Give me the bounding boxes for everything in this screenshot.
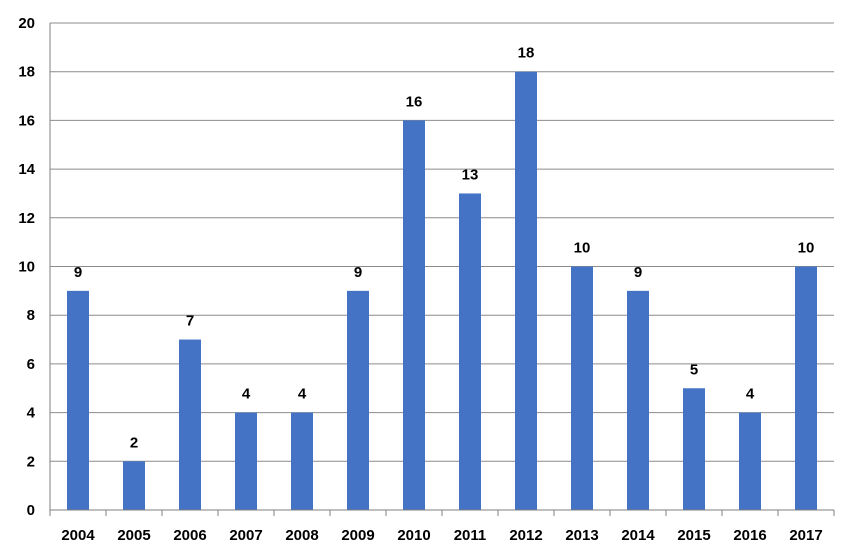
data-label-2005: 2 (130, 434, 138, 451)
bar-2008 (291, 412, 313, 510)
x-tick-label: 2013 (565, 527, 598, 544)
bar-2017 (795, 266, 817, 510)
bar-2005 (123, 461, 145, 510)
bar-2007 (235, 412, 257, 510)
data-label-2009: 9 (354, 264, 362, 281)
data-label-2014: 9 (634, 264, 642, 281)
x-tick-label: 2017 (789, 527, 822, 544)
gridlines (50, 22, 834, 462)
y-tick-label: 14 (18, 161, 35, 178)
bar-2016 (739, 412, 761, 510)
data-label-2013: 10 (574, 240, 591, 257)
y-tick-label: 8 (27, 307, 35, 324)
y-tick-label: 10 (18, 259, 35, 276)
bar-2010 (403, 120, 425, 511)
bar-2011 (459, 193, 481, 510)
y-tick-label: 6 (27, 356, 35, 373)
bar-2015 (683, 388, 705, 510)
data-label-2006: 7 (186, 313, 194, 330)
axes (49, 23, 835, 516)
x-tick-label: 2010 (397, 527, 430, 544)
x-tick-label: 2007 (229, 527, 262, 544)
y-tick-label: 12 (18, 210, 35, 227)
data-label-2004: 9 (74, 264, 82, 281)
bar-2012 (515, 71, 537, 510)
x-tick-label: 2011 (454, 527, 487, 544)
x-tick-label: 2012 (509, 527, 542, 544)
data-label-2015: 5 (690, 361, 698, 378)
data-labels: 9 2 7 4 4 9 16 13 18 10 9 5 4 10 (74, 45, 815, 452)
x-tick-label: 2006 (173, 527, 206, 544)
data-label-2008: 4 (298, 386, 307, 403)
x-tick-label: 2009 (341, 527, 374, 544)
y-tick-label: 16 (18, 112, 35, 129)
x-tick-label: 2016 (733, 527, 766, 544)
bars (67, 71, 817, 511)
bar-2006 (179, 339, 201, 510)
data-label-2017: 10 (798, 240, 815, 257)
x-tick-label: 2014 (621, 527, 655, 544)
data-label-2007: 4 (242, 386, 251, 403)
x-tick-label: 2005 (117, 527, 150, 544)
y-tick-label: 0 (27, 502, 35, 519)
y-tick-label: 18 (18, 64, 35, 81)
data-label-2016: 4 (746, 386, 755, 403)
data-label-2010: 16 (406, 93, 423, 110)
bar-2009 (347, 290, 369, 510)
y-tick-label: 2 (27, 453, 35, 470)
x-tick-label: 2004 (61, 527, 95, 544)
data-label-2011: 13 (462, 166, 479, 183)
data-label-2012: 18 (518, 45, 535, 62)
bar-2004 (67, 290, 89, 510)
x-axis-tick-labels: 2004 2005 2006 2007 2008 2009 2010 2011 2012 2013… (61, 527, 822, 544)
x-tick-label: 2008 (285, 527, 318, 544)
bar-2014 (627, 290, 649, 510)
x-tick-label: 2015 (677, 527, 710, 544)
bar-2013 (571, 266, 593, 510)
y-tick-label: 4 (27, 405, 36, 422)
y-axis-tick-labels: 0 2 4 6 8 10 12 14 16 18 20 (18, 15, 35, 519)
y-tick-label: 20 (18, 15, 35, 32)
